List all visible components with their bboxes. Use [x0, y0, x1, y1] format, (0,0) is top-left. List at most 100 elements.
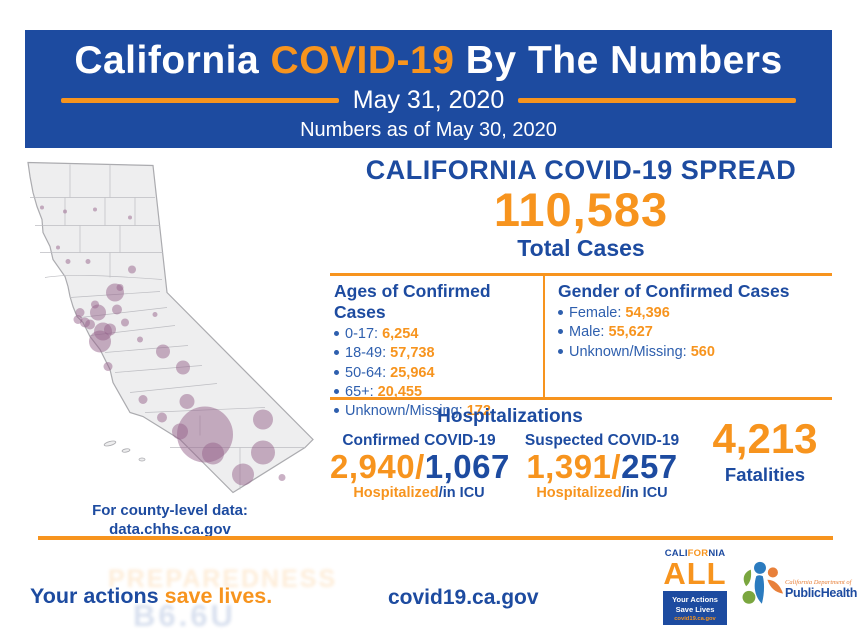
tagline-orange: save lives. [164, 584, 273, 608]
gender-title: Gender of Confirmed Cases [558, 280, 790, 301]
county-case-bubble [152, 312, 158, 317]
as-of-date: Numbers as of May 30, 2020 [300, 119, 557, 141]
county-case-bubble [106, 283, 124, 302]
ages-title: Ages of Confirmed Cases [334, 280, 491, 322]
suspected-values: 1,391/257 [518, 447, 686, 485]
stat-label: 65+: [345, 383, 378, 400]
map-caption-line1: For county-level data: [92, 502, 248, 519]
stat-label: Female: [569, 304, 626, 321]
bullet-dot [558, 309, 563, 315]
california-map-svg [27, 161, 314, 494]
county-case-bubble [157, 412, 167, 423]
stat-label: 18-49: [345, 345, 391, 362]
title-highlight: COVID-19 [270, 39, 466, 82]
suspected-separator: / [611, 447, 622, 485]
confirmed-hospitalized-value: 2,940 [330, 447, 416, 485]
total-cases-label: Total Cases [517, 234, 645, 261]
stat-item: 18-49: 57,738 [334, 344, 543, 363]
map-caption-line2: data.chhs.ca.gov [109, 520, 231, 538]
county-case-bubble [251, 440, 275, 465]
confirmed-icu-value: 1,067 [424, 447, 510, 485]
county-case-bubble [89, 330, 111, 353]
county-case-bubble [128, 215, 132, 220]
cdph-text: California Department of PublicHealth [785, 579, 857, 600]
date-row: May 31, 2020 [25, 86, 832, 115]
county-case-bubble [90, 304, 106, 321]
stat-label: Unknown/Missing: [569, 343, 691, 360]
confirmed-values: 2,940/1,067 [330, 447, 510, 485]
bullet-dot [334, 388, 339, 394]
bullet-dot [334, 350, 339, 356]
confirmed-sublabel: Hospitalized/in ICU [330, 485, 508, 501]
stat-item: 0-17: 6,254 [334, 325, 543, 344]
stat-value: 6,254 [382, 325, 419, 342]
cdph-logo: California Department of PublicHealth [737, 558, 857, 620]
gender-list: Female: 54,396 Male: 55,627 Unknown/Missin… [558, 304, 830, 362]
title-part1: California [74, 39, 271, 82]
ca-all-box-line1: Your Actions [672, 595, 718, 605]
stat-label: 0-17: [345, 325, 383, 342]
ca-all-state-p2: FOR [687, 548, 709, 559]
california-all-logo: CALIFORNIA ALL Your Actions Save Lives c… [663, 548, 727, 626]
ca-all-state-p1: CALI [664, 548, 688, 559]
stat-label: 50-64: [345, 364, 391, 381]
state-outline [27, 161, 314, 494]
stat-item: Unknown/Missing: 560 [558, 343, 830, 362]
stat-label: Male: [569, 324, 609, 341]
footer-tagline: Your actions save lives. [30, 584, 272, 609]
stat-value: 55,627 [608, 324, 653, 341]
left-rule [60, 98, 339, 103]
county-case-bubble [65, 259, 71, 264]
stat-item: 50-64: 25,964 [334, 364, 543, 383]
fatalities-label: Fatalities [724, 463, 806, 485]
demographics-section: Ages of Confirmed Cases 0-17: 6,254 18-49… [330, 272, 832, 419]
stat-value: 560 [690, 343, 715, 360]
county-case-bubble [85, 319, 95, 330]
fatalities-value: 4,213 [712, 414, 818, 462]
footer-separator [38, 536, 833, 540]
confirmed-separator: / [415, 447, 425, 485]
ages-list: 0-17: 6,254 18-49: 57,738 50-64: 25,964 65+… [334, 325, 543, 421]
county-case-bubble [103, 362, 113, 371]
county-case-bubble [138, 395, 148, 404]
stat-value: 57,738 [390, 345, 435, 362]
hospitalizations-title: Hospitalizations [437, 405, 583, 427]
ca-all-box-line2: Save Lives [675, 604, 715, 614]
ca-all-state-p3: NIA [708, 548, 726, 559]
stat-item: Female: 54,396 [558, 304, 830, 323]
confirmed-sub-hospitalized: Hospitalized [353, 484, 439, 501]
county-case-bubble [75, 308, 85, 317]
county-case-bubble [176, 360, 190, 375]
stat-item: 65+: 20,455 [334, 383, 543, 402]
confirmed-hospitalizations: Confirmed COVID-19 2,940/1,067 Hospitali… [330, 432, 510, 501]
bullet-dot [334, 369, 339, 375]
stat-value: 20,455 [377, 383, 423, 400]
suspected-sublabel: Hospitalized/in ICU [518, 485, 686, 501]
fatalities-block: 4,213 Fatalities [698, 414, 832, 486]
tagline-blue: Your actions [30, 584, 165, 608]
suspected-label: Suspected COVID-19 [524, 431, 680, 449]
suspected-hospitalized-value: 1,391 [526, 447, 612, 485]
map-caption: For county-level data: data.chhs.ca.gov [55, 502, 285, 540]
county-case-bubble [128, 265, 136, 274]
channel-islands [103, 440, 146, 462]
county-case-bubble [85, 259, 91, 264]
watermark-line1: PREPAREDNESS [108, 565, 338, 593]
county-case-bubble [179, 394, 195, 409]
county-case-bubble [156, 344, 170, 359]
stat-item: Male: 55,627 [558, 323, 830, 342]
bullet-dot [334, 330, 339, 336]
county-case-bubble [56, 245, 60, 250]
ages-panel: Ages of Confirmed Cases 0-17: 6,254 18-49… [330, 275, 545, 419]
confirmed-sub-icu: /in ICU [438, 484, 485, 501]
bullet-dot [558, 348, 563, 354]
case-bubble-layer [40, 205, 286, 486]
stats-column: CALIFORNIA COVID-19 SPREAD 110,583 Total… [330, 155, 832, 520]
watermark-line2: B6.6U [133, 598, 236, 633]
county-case-bubble [137, 336, 143, 343]
cdph-publichealth-line: PublicHealth [785, 585, 857, 600]
title-part2: By The Numbers [465, 39, 783, 82]
county-case-bubble [202, 442, 224, 465]
hospitalizations-section: Hospitalizations Confirmed COVID-19 2,94… [330, 400, 832, 520]
county-case-bubble [93, 207, 97, 212]
